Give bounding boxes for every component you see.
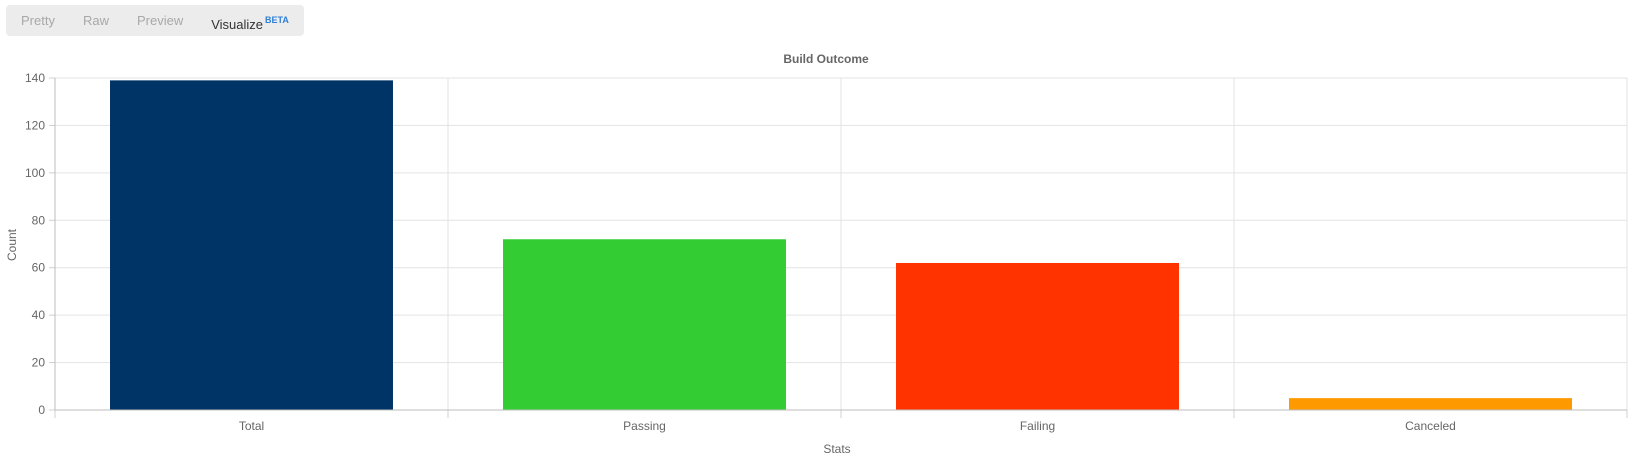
y-tick-label: 20: [32, 356, 46, 370]
tab-preview[interactable]: Preview: [136, 13, 184, 28]
y-tick-label: 40: [32, 308, 46, 322]
tab-visualize-label: Visualize: [211, 17, 264, 32]
y-tick-label: 100: [25, 166, 45, 180]
y-axis-label: Count: [5, 228, 19, 261]
chart-bars: [110, 80, 1572, 410]
y-tick-label: 60: [32, 261, 46, 275]
tab-visualize[interactable]: Visualize BETA: [197, 5, 303, 36]
bar-canceled: [1289, 398, 1572, 410]
bar-passing: [503, 239, 786, 410]
bar-failing: [896, 262, 1179, 410]
chart-title: Build Outcome: [783, 52, 869, 66]
bar-total: [110, 80, 393, 410]
response-view-tabs: Pretty Raw Preview Visualize BETA: [6, 5, 304, 36]
y-tick-label: 0: [38, 403, 45, 417]
beta-badge: BETA: [265, 15, 289, 25]
y-tick-label: 120: [25, 118, 45, 132]
x-axis-label: Stats: [823, 442, 850, 456]
tab-pretty[interactable]: Pretty: [21, 13, 55, 28]
chart-axes: 0 20 40 60 80 100 120 140 Total Passing Failing Can…: [25, 71, 1628, 433]
y-tick-label: 140: [25, 71, 45, 85]
x-tick-label: Total: [239, 419, 264, 433]
y-tick-label: 80: [32, 213, 46, 227]
x-tick-label: Canceled: [1405, 419, 1456, 433]
x-tick-label: Passing: [623, 419, 666, 433]
tab-raw[interactable]: Raw: [82, 13, 109, 28]
x-tick-label: Failing: [1020, 419, 1055, 433]
